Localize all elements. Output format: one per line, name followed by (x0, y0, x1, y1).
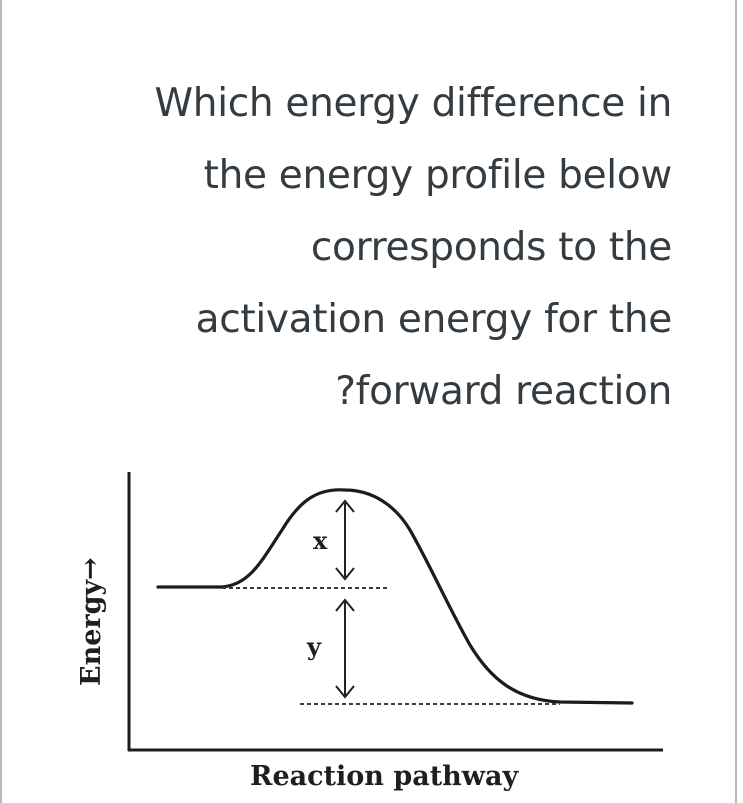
energy-curve (156, 488, 634, 705)
arrow-y-icon (335, 598, 355, 699)
x-axis-label: Reaction pathway (250, 761, 520, 792)
y-axis-label: Energy (76, 579, 107, 686)
label-y: y (306, 632, 322, 661)
question-line-5: ?forward reaction (335, 369, 672, 414)
question-line-4: activation energy for the (195, 297, 673, 342)
question-line-2: the energy profile below (203, 153, 673, 198)
y-axis-arrow-icon: → (75, 557, 106, 580)
question-line-1: Which energy difference in (154, 81, 673, 126)
label-x: x (313, 526, 328, 555)
question-line-3: corresponds to the (310, 225, 672, 270)
arrow-x-icon (335, 499, 355, 581)
question-text: Which energy difference in the energy pr… (60, 68, 673, 428)
